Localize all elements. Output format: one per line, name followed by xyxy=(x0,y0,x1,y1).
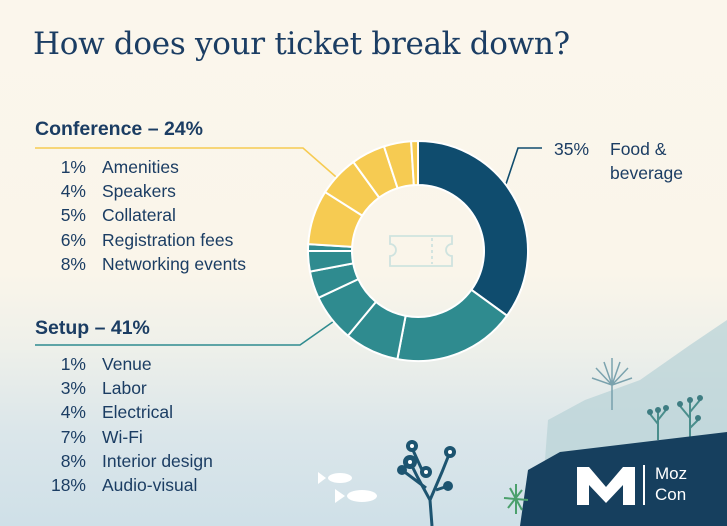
donut-slices xyxy=(306,139,529,362)
list-item: 1% Venue xyxy=(0,352,300,376)
item-pct: 1% xyxy=(60,354,86,374)
item-pct: 8% xyxy=(60,253,86,274)
item-label: Labor xyxy=(102,378,147,399)
donut-slice xyxy=(410,139,419,187)
item-pct: 1% xyxy=(60,157,86,177)
conference-leader-line xyxy=(35,147,344,184)
setup-heading: Setup – 41% xyxy=(35,317,150,339)
item-pct: 18% xyxy=(50,475,86,495)
food-leader-line xyxy=(505,147,542,185)
item-label: Interior design xyxy=(102,450,213,471)
list-item: 7% Wi-Fi xyxy=(0,425,300,449)
food-pct: 35% xyxy=(554,139,590,159)
item-label: Wi-Fi xyxy=(102,426,143,447)
list-item: 6% Registration fees xyxy=(0,228,300,252)
food-name: Food & beverage xyxy=(610,139,683,183)
conference-heading: Conference – 24% xyxy=(35,118,203,140)
moz-m-icon xyxy=(577,467,635,505)
setup-leader-line xyxy=(35,318,338,346)
item-label: Networking events xyxy=(102,253,246,274)
item-label: Venue xyxy=(102,354,152,374)
list-item: 1% Amenities xyxy=(0,155,300,179)
list-item: 4% Electrical xyxy=(0,400,300,424)
item-label: Collateral xyxy=(102,205,176,226)
sea-lily-icon xyxy=(591,358,633,410)
page-title: How does your ticket break down? xyxy=(33,26,570,62)
ticket-icon xyxy=(389,235,453,267)
item-pct: 4% xyxy=(60,402,86,423)
fish-icon xyxy=(318,472,377,503)
item-pct: 6% xyxy=(60,229,86,250)
list-item: 8% Networking events xyxy=(0,252,300,276)
item-pct: 7% xyxy=(60,426,86,447)
item-pct: 8% xyxy=(60,450,86,471)
coral-buds xyxy=(647,395,703,421)
logo-word-1: Moz xyxy=(655,464,688,483)
list-item: 5% Collateral xyxy=(0,203,300,227)
starfish-icon xyxy=(503,484,529,514)
list-item: 18% Audio-visual xyxy=(0,473,300,497)
mozcon-logo: Moz Con xyxy=(575,463,695,507)
item-label: Speakers xyxy=(102,181,176,202)
sea-plant-dots xyxy=(408,444,452,474)
donut-slice xyxy=(417,139,529,318)
sea-plant-icon xyxy=(401,447,452,526)
item-pct: 3% xyxy=(60,378,86,399)
coral-sprig-icon xyxy=(649,399,701,440)
item-label: Electrical xyxy=(102,402,173,423)
list-item: 8% Interior design xyxy=(0,449,300,473)
logo-word-2: Con xyxy=(655,485,687,504)
item-pct: 4% xyxy=(60,181,86,202)
list-item: 3% Labor xyxy=(0,376,300,400)
item-label: Audio-visual xyxy=(102,475,198,495)
list-item: 4% Speakers xyxy=(0,179,300,203)
item-pct: 5% xyxy=(60,205,86,226)
item-label: Registration fees xyxy=(102,229,234,250)
item-label: Amenities xyxy=(102,157,179,177)
logo-divider xyxy=(643,465,645,505)
